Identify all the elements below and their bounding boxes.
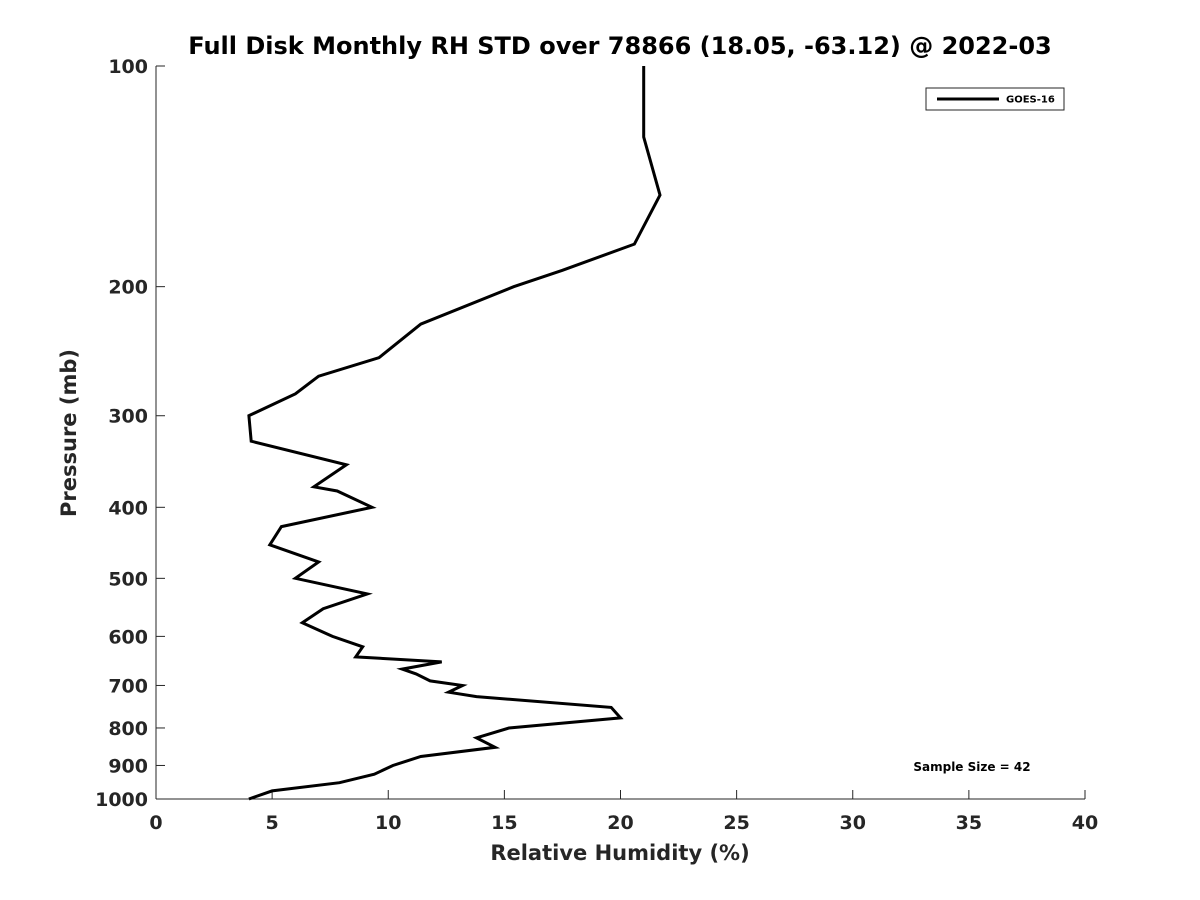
x-tick-label: 40 [1072, 812, 1098, 834]
y-tick-label: 300 [108, 406, 148, 428]
sample-size-annotation: Sample Size = 42 [913, 760, 1030, 774]
y-tick-label: 100 [108, 56, 148, 78]
y-tick-label: 900 [108, 755, 148, 777]
x-tick-label: 20 [607, 812, 633, 834]
x-tick-label: 35 [956, 812, 982, 834]
legend: GOES-16 [925, 87, 1065, 111]
y-tick-label: 600 [108, 626, 148, 648]
x-axis-label: Relative Humidity (%) [490, 841, 749, 865]
x-tick-label: 15 [491, 812, 517, 834]
x-tick-label: 0 [149, 812, 162, 834]
y-tick-label: 800 [108, 718, 148, 740]
series-line-goes-16 [247, 66, 662, 801]
y-tick-label: 400 [108, 497, 148, 519]
y-tick-label: 1000 [95, 789, 148, 811]
plot-area: 0 5 10 15 20 25 30 35 40 100 200 300 400 500 600 700 800… [95, 56, 1098, 834]
x-tick-label: 30 [840, 812, 866, 834]
x-tick-label: 25 [723, 812, 749, 834]
x-tick-label: 10 [375, 812, 401, 834]
x-tick-label: 5 [266, 812, 279, 834]
chart-title: Full Disk Monthly RH STD over 78866 (18.… [188, 32, 1051, 60]
y-tick-label: 200 [108, 277, 148, 299]
y-tick-label: 700 [108, 675, 148, 697]
y-tick-label: 500 [108, 568, 148, 590]
legend-label-goes-16: GOES-16 [1006, 95, 1055, 106]
y-axis-label: Pressure (mb) [57, 349, 81, 517]
